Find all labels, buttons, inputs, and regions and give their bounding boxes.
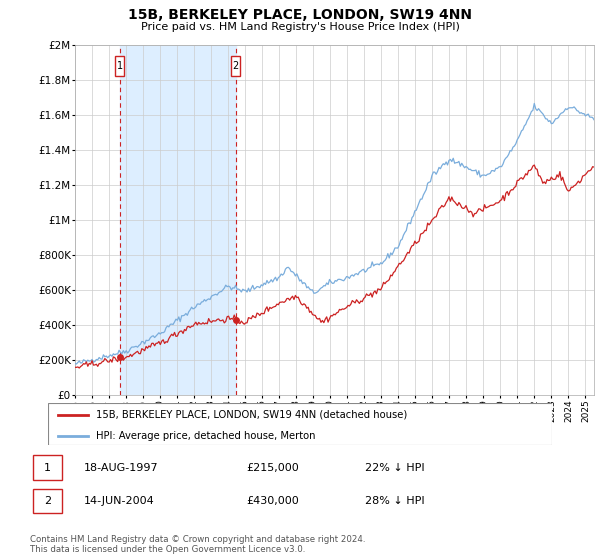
Text: 22% ↓ HPI: 22% ↓ HPI [365,463,424,473]
Bar [115,56,124,76]
Text: 2: 2 [233,61,239,71]
Text: £215,000: £215,000 [246,463,299,473]
Bar [231,56,241,76]
Bar [119,45,236,395]
Text: 14-JUN-2004: 14-JUN-2004 [84,496,155,506]
Text: Price paid vs. HM Land Registry's House Price Index (HPI): Price paid vs. HM Land Registry's House … [140,22,460,32]
Text: HPI: Average price, detached house, Merton: HPI: Average price, detached house, Mert… [96,431,316,441]
Bar [33,455,62,480]
Bar [33,489,62,514]
Text: 18-AUG-1997: 18-AUG-1997 [84,463,158,473]
Text: 2: 2 [44,496,51,506]
Text: 15B, BERKELEY PLACE, LONDON, SW19 4NN (detached house): 15B, BERKELEY PLACE, LONDON, SW19 4NN (d… [96,410,407,420]
Text: 1: 1 [116,61,122,71]
Text: Contains HM Land Registry data © Crown copyright and database right 2024.
This d: Contains HM Land Registry data © Crown c… [30,535,365,554]
Text: 15B, BERKELEY PLACE, LONDON, SW19 4NN: 15B, BERKELEY PLACE, LONDON, SW19 4NN [128,8,472,22]
Text: 28% ↓ HPI: 28% ↓ HPI [365,496,424,506]
Text: £430,000: £430,000 [246,496,299,506]
Text: 1: 1 [44,463,51,473]
